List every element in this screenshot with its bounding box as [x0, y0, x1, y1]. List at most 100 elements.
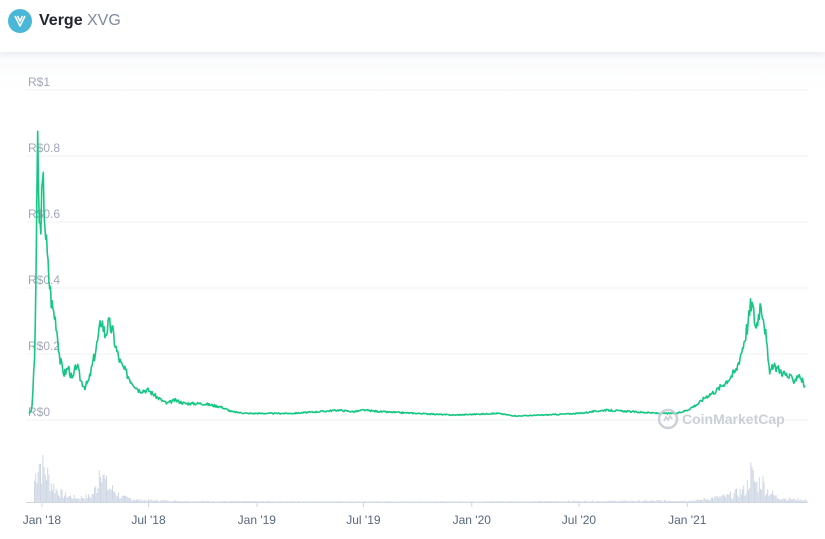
volume-bar	[790, 499, 791, 502]
volume-bar	[724, 495, 725, 502]
volume-bar	[56, 490, 58, 502]
volume-bar	[617, 501, 619, 502]
volume-bar	[512, 501, 514, 502]
volume-bar	[418, 501, 419, 502]
volume-bar	[138, 499, 140, 502]
volume-bar	[341, 501, 343, 502]
volume-bar	[180, 501, 182, 502]
volume-bar	[602, 501, 604, 502]
volume-bar	[625, 500, 627, 502]
volume-bar	[427, 501, 429, 502]
volume-bar	[616, 501, 617, 502]
volume-bar	[389, 501, 391, 502]
volume-bar	[766, 493, 767, 502]
volume-bar	[54, 493, 56, 502]
volume-bar	[366, 501, 368, 502]
volume-bar	[596, 501, 598, 502]
volume-bar	[523, 501, 525, 502]
volume-bar	[557, 501, 559, 502]
volume-bar	[578, 500, 580, 502]
volume-bar	[410, 501, 412, 502]
volume-bar	[67, 496, 69, 502]
volume-bar	[733, 492, 735, 502]
volume-bar	[211, 501, 213, 502]
volume-bar	[278, 501, 280, 502]
volume-bar	[443, 501, 445, 502]
volume-bar	[98, 470, 100, 502]
volume-bar	[552, 501, 554, 502]
volume-bar	[604, 501, 605, 502]
volume-bar	[714, 496, 716, 502]
volume-bar	[394, 501, 395, 502]
volume-bar	[764, 495, 766, 502]
volume-bar	[700, 499, 701, 502]
volume-bar	[666, 501, 668, 502]
volume-bar	[305, 501, 307, 502]
volume-bar	[655, 500, 657, 502]
volume-bar	[623, 500, 625, 502]
volume-bar	[742, 489, 743, 502]
volume-bar	[233, 500, 235, 502]
volume-bar	[336, 501, 338, 502]
volume-bar	[230, 501, 232, 502]
volume-bar	[185, 501, 187, 502]
volume-bar	[779, 499, 781, 502]
volume-bar	[65, 492, 67, 502]
volume-bar	[70, 495, 71, 502]
volume-bar	[35, 473, 37, 502]
volume-bar	[607, 500, 609, 502]
volume-bar	[53, 483, 55, 502]
volume-bar	[800, 500, 802, 502]
volume-bar	[73, 494, 75, 502]
volume-bar	[688, 501, 689, 502]
volume-bar	[662, 501, 664, 502]
volume-bar	[92, 493, 94, 502]
volume-bar	[115, 495, 117, 502]
volume-bar	[217, 501, 219, 502]
volume-bar	[186, 501, 188, 502]
volume-bar	[49, 491, 51, 502]
volume-bar	[646, 500, 647, 502]
volume-bar	[533, 501, 535, 502]
volume-bar	[106, 475, 107, 502]
volume-bar	[74, 498, 76, 502]
volume-bar	[103, 474, 105, 502]
verge-logo-icon	[8, 9, 32, 33]
volume-bar	[535, 501, 537, 502]
volume-bar	[668, 500, 670, 502]
volume-bar	[88, 494, 89, 502]
volume-bar	[678, 501, 680, 502]
volume-bar	[148, 499, 149, 502]
volume-bar	[149, 500, 151, 502]
volume-bar	[708, 500, 710, 502]
volume-bar	[497, 501, 499, 502]
volume-bar	[661, 500, 663, 502]
volume-bar	[170, 501, 172, 502]
watermark-logo-mark	[663, 414, 673, 422]
volume-bar	[205, 500, 207, 502]
volume-bar	[222, 501, 224, 502]
volume-bar	[776, 498, 778, 502]
volume-bar	[378, 501, 380, 502]
volume-bar	[529, 501, 531, 502]
volume-bar	[780, 499, 782, 502]
volume-bar	[160, 501, 161, 502]
volume-bar	[214, 501, 215, 502]
volume-bar	[456, 501, 458, 502]
volume-bar	[133, 499, 135, 502]
volume-bar	[239, 501, 241, 502]
volume-bar	[696, 499, 698, 502]
volume-bar	[486, 501, 488, 502]
volume-bar	[335, 501, 337, 502]
volume-bar	[161, 500, 163, 502]
volume-bar	[238, 500, 239, 502]
y-tick-label: R$0.4	[28, 273, 60, 287]
volume-bar	[712, 497, 713, 502]
volume-bar	[654, 501, 656, 502]
volume-bar	[612, 500, 614, 502]
volume-bar	[460, 501, 461, 502]
volume-bar	[706, 499, 707, 502]
volume-bar	[622, 500, 623, 502]
volume-bar	[155, 499, 157, 502]
